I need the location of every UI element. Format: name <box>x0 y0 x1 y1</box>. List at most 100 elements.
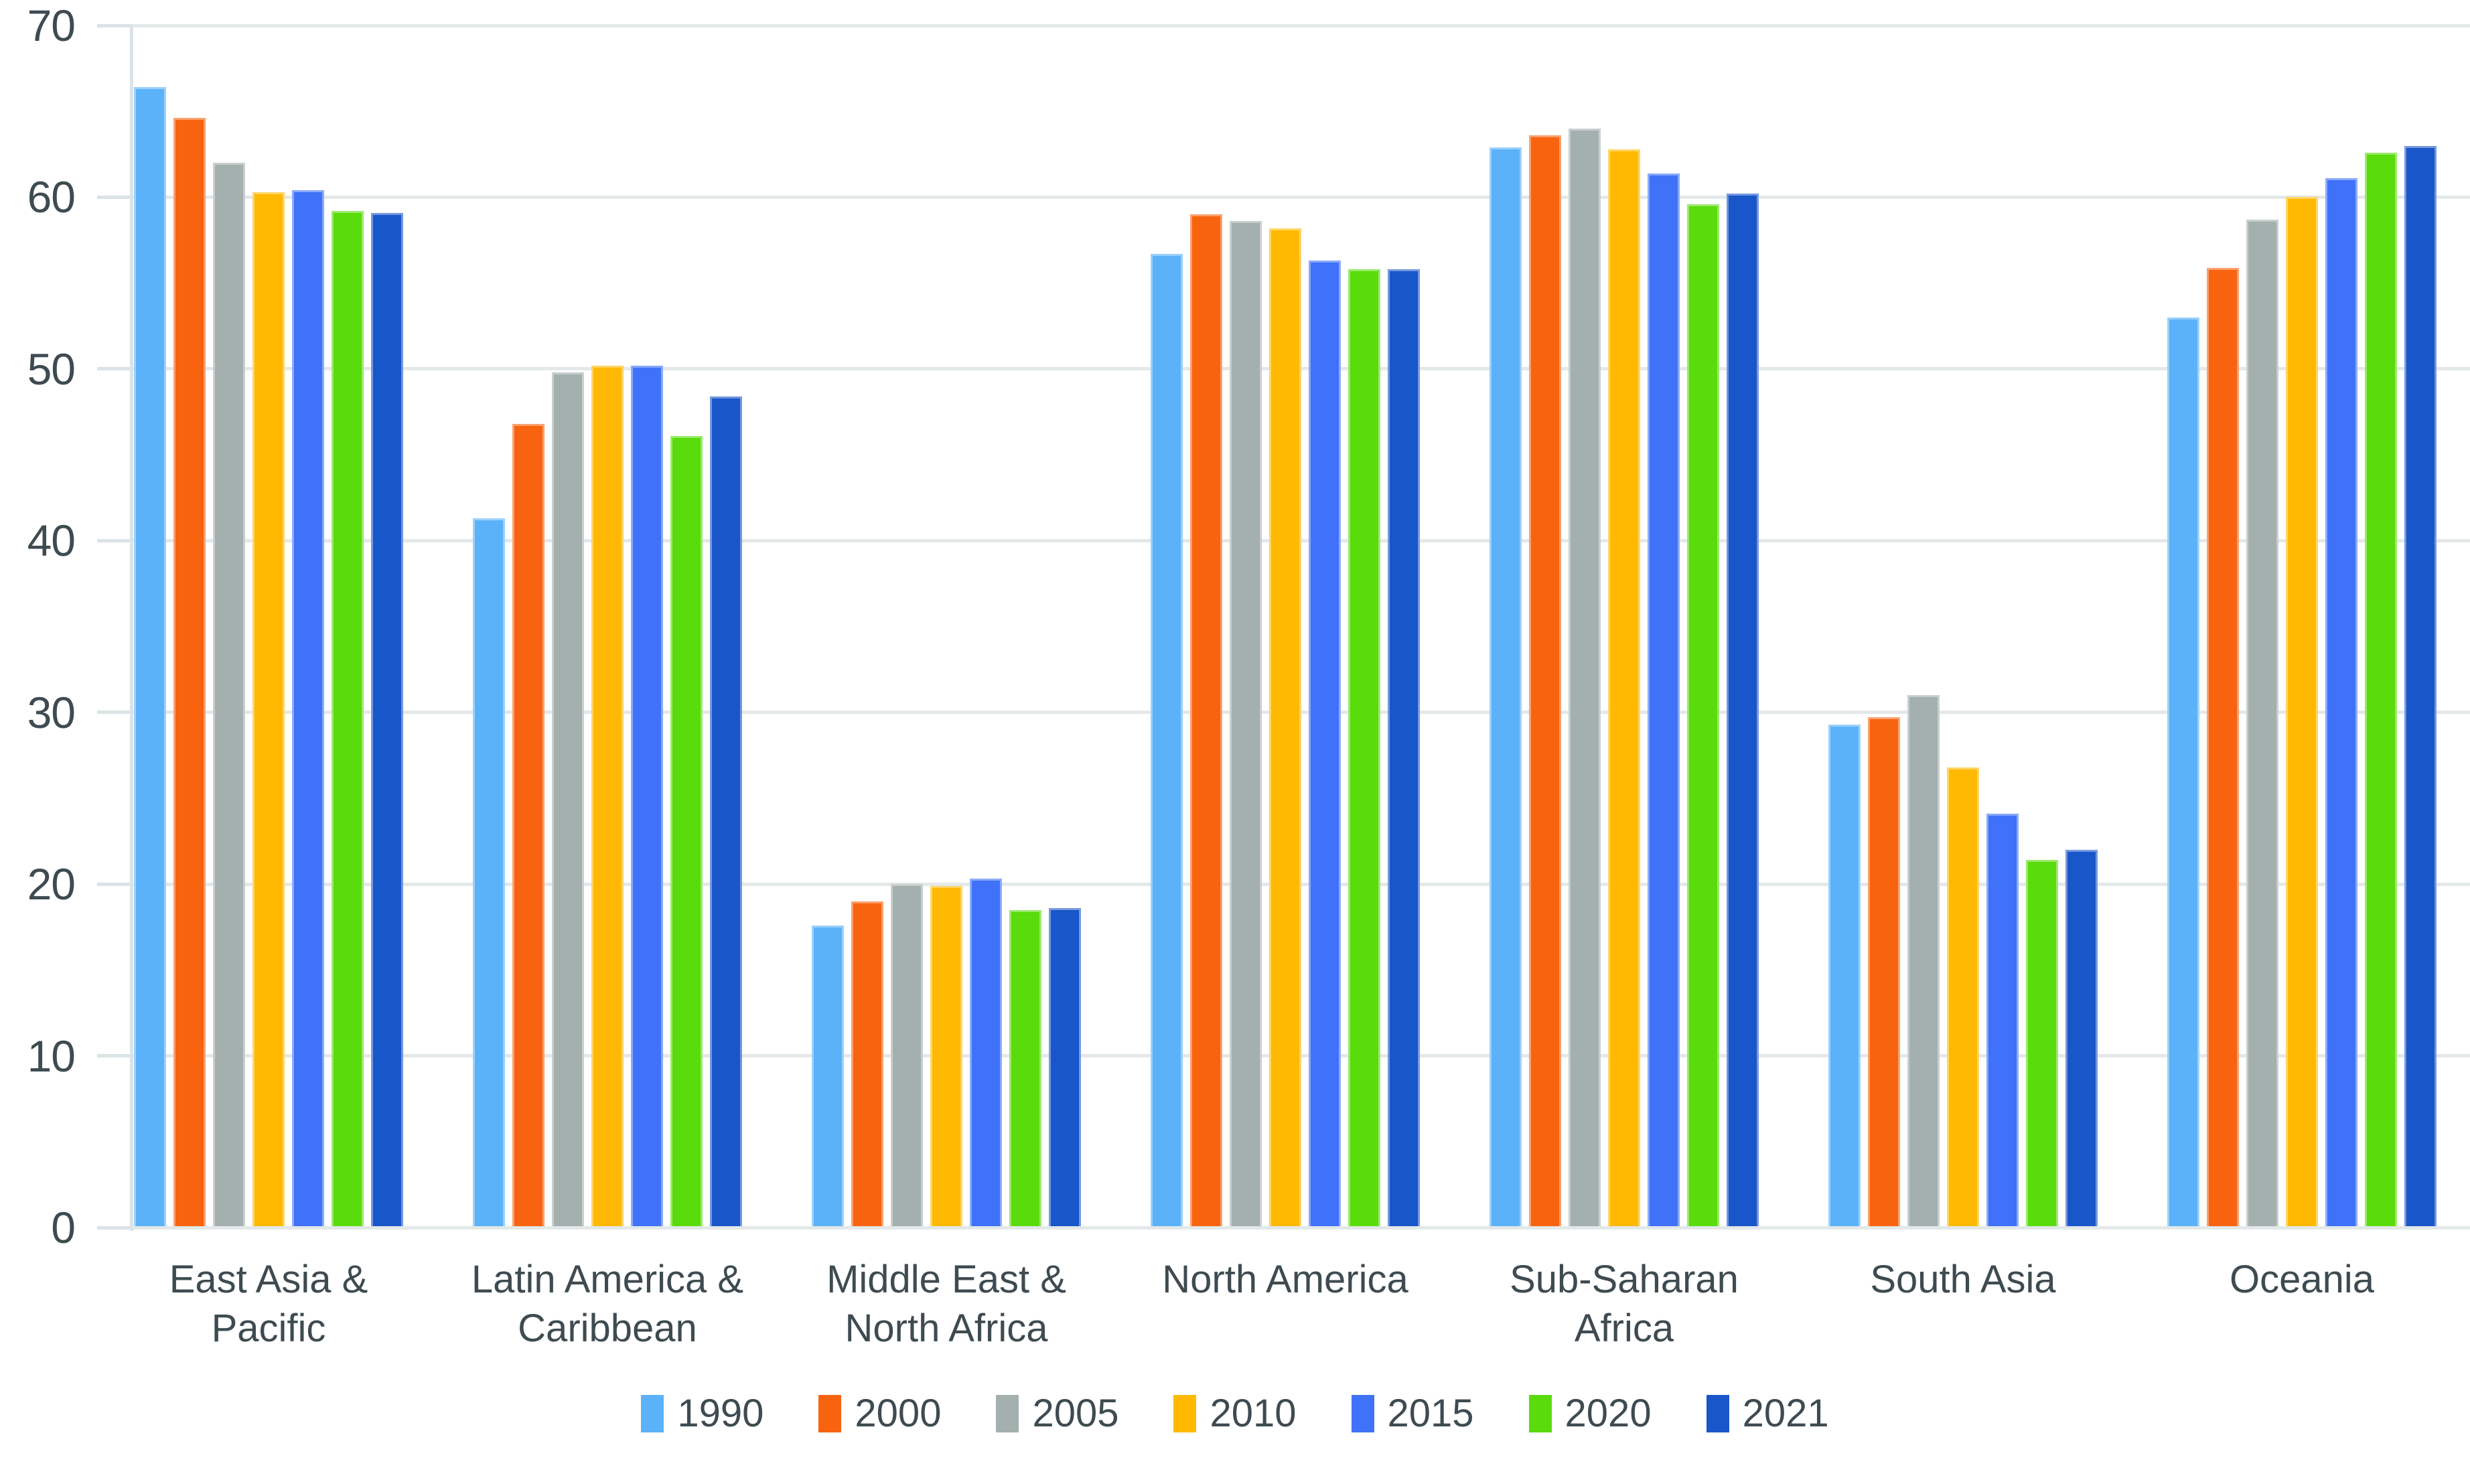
bar-group-2 <box>812 25 1081 1228</box>
bar-group-0 <box>134 25 403 1228</box>
bar-2005-category-3 <box>1230 221 1262 1228</box>
bar-2020-category-6 <box>2365 152 2397 1228</box>
legend-item-2005: 2005 <box>996 1394 1118 1433</box>
bar-2015-category-2 <box>970 879 1002 1228</box>
legend-label-2005: 2005 <box>1032 1392 1119 1435</box>
x-axis-label-2: Middle East & North Africa <box>826 1258 1066 1350</box>
y-tick-40 <box>97 538 132 542</box>
bar-2020-category-2 <box>1009 909 1041 1228</box>
bar-2005-category-1 <box>552 372 584 1228</box>
bar-2021-category-3 <box>1388 269 1420 1228</box>
legend-item-2010: 2010 <box>1173 1392 1297 1435</box>
bar-group-6 <box>2167 25 2437 1228</box>
legend-swatch-2020 <box>1528 1395 1552 1432</box>
legend-item-2020: 2020 <box>1528 1392 1652 1435</box>
bar-2020-category-4 <box>1687 204 1719 1228</box>
bar-2000-category-5 <box>1868 717 1900 1228</box>
bar-2005-category-5 <box>1907 695 1940 1228</box>
y-tick-70 <box>97 23 132 27</box>
gridline-60 <box>132 195 2470 199</box>
legend-label-1990: 1990 <box>677 1392 764 1435</box>
legend-label-2021: 2021 <box>1742 1392 1829 1435</box>
legend-swatch-2015 <box>1351 1395 1374 1432</box>
x-axis-label-5: South Asia <box>1870 1258 2056 1301</box>
bar-2010-category-6 <box>2286 197 2318 1228</box>
bar-group-1 <box>473 25 742 1228</box>
bar-group-4 <box>1490 25 1759 1228</box>
y-tick-50 <box>97 367 132 371</box>
bar-2010-category-5 <box>1947 767 1979 1228</box>
legend-label-2010: 2010 <box>1210 1392 1297 1435</box>
x-axis-label-0: East Asia & Pacific <box>169 1258 368 1350</box>
legend-item-2015: 2015 <box>1351 1392 1474 1435</box>
legend-label-2020: 2020 <box>1565 1392 1652 1435</box>
bar-2020-category-3 <box>1348 269 1380 1228</box>
bar-2010-category-1 <box>591 365 624 1228</box>
bar-2000-category-6 <box>2207 267 2239 1228</box>
gridline-70 <box>132 23 2470 27</box>
bar-2021-category-0 <box>371 212 403 1228</box>
bar-2000-category-2 <box>851 901 883 1228</box>
y-tick-20 <box>97 882 132 886</box>
x-axis-label-1: Latin America & Caribbean <box>471 1258 744 1350</box>
legend-item-2021: 2021 <box>1706 1394 1829 1433</box>
gridline-0 <box>132 1226 2470 1230</box>
legend-swatch-2021 <box>1706 1395 1729 1432</box>
bar-2015-category-4 <box>1648 173 1680 1228</box>
y-tick-label-60: 60 <box>27 172 76 222</box>
legend-swatch-1990 <box>641 1395 664 1432</box>
y-tick-label-50: 50 <box>27 344 76 394</box>
bar-2015-category-6 <box>2325 178 2357 1228</box>
bar-2021-category-4 <box>1727 194 1759 1228</box>
bar-2005-category-0 <box>213 163 245 1228</box>
bar-2021-category-5 <box>2065 849 2098 1228</box>
bar-2005-category-2 <box>891 884 923 1228</box>
bar-2021-category-2 <box>1049 908 1081 1228</box>
bar-2005-category-4 <box>1569 128 1601 1228</box>
legend-label-2015: 2015 <box>1387 1392 1474 1435</box>
bar-2010-category-4 <box>1608 149 1640 1228</box>
bar-2015-category-1 <box>631 365 663 1228</box>
bar-2000-category-4 <box>1529 135 1561 1228</box>
bar-1990-category-0 <box>134 87 166 1228</box>
bar-1990-category-3 <box>1151 254 1183 1228</box>
y-tick-label-70: 70 <box>27 1 76 50</box>
bar-group-3 <box>1151 25 1420 1228</box>
legend-item-1990: 1990 <box>641 1394 764 1433</box>
x-axis-label-4: Sub-Saharan Africa <box>1510 1258 1739 1350</box>
y-tick-label-40: 40 <box>27 516 76 566</box>
legend-swatch-2000 <box>818 1395 842 1432</box>
bar-1990-category-2 <box>812 925 844 1228</box>
bar-2020-category-0 <box>332 210 364 1228</box>
bar-2000-category-0 <box>173 118 206 1228</box>
bar-2000-category-3 <box>1190 214 1222 1228</box>
bar-2015-category-5 <box>1986 814 2019 1228</box>
bar-1990-category-4 <box>1490 147 1522 1228</box>
legend-swatch-2005 <box>996 1395 1019 1432</box>
bar-group-5 <box>1828 25 2098 1228</box>
legend-swatch-2010 <box>1173 1395 1197 1432</box>
bar-2020-category-1 <box>670 435 703 1228</box>
legend-item-2000: 2000 <box>818 1394 941 1433</box>
bar-1990-category-6 <box>2167 317 2199 1228</box>
bar-2015-category-3 <box>1309 261 1341 1228</box>
bar-1990-category-1 <box>473 518 505 1228</box>
y-tick-label-20: 20 <box>27 859 76 909</box>
x-axis-label-3: North America <box>1162 1258 1408 1301</box>
y-tick-label-10: 10 <box>27 1031 76 1081</box>
legend: 1990 2000 2005 2010 2015 2020 2021 <box>0 1394 2470 1433</box>
bar-2021-category-6 <box>2404 145 2437 1228</box>
bar-1990-category-5 <box>1828 724 1861 1228</box>
y-tick-10 <box>97 1054 132 1058</box>
y-tick-60 <box>97 195 132 199</box>
bar-2010-category-0 <box>252 192 285 1228</box>
y-tick-label-30: 30 <box>27 687 76 737</box>
x-axis-label-6: Oceania <box>2229 1258 2375 1301</box>
bar-2010-category-3 <box>1269 228 1301 1228</box>
bar-2021-category-1 <box>710 396 742 1228</box>
y-tick-0 <box>97 1226 132 1230</box>
bar-2015-category-0 <box>292 190 324 1228</box>
bar-2000-category-1 <box>512 423 544 1228</box>
bar-2005-category-6 <box>2246 219 2278 1228</box>
